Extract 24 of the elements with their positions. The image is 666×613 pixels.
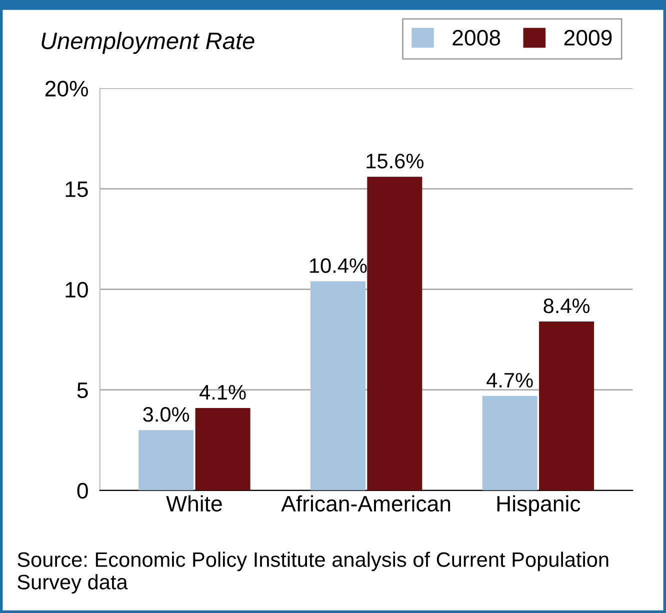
bar [195, 408, 250, 490]
bar [310, 281, 366, 490]
bar [138, 430, 194, 490]
chart-title: Unemployment Rate [42, 32, 254, 54]
x-tick-label: African-American [281, 495, 450, 512]
data-label: 4.7% [486, 372, 533, 388]
legend-label: 2008 [452, 30, 500, 46]
source-note: Source: Economic Policy Institute analysis of Current Population Survey data [18, 552, 608, 594]
x-tick-label: Hispanic [497, 495, 580, 516]
y-tick-label: 20% [45, 80, 88, 97]
bar [482, 396, 538, 490]
data-label: 15.6% [366, 154, 424, 168]
bar [539, 322, 594, 490]
data-label: 8.4% [544, 298, 590, 314]
legend-label: 2009 [564, 30, 612, 46]
data-label: 3.0% [143, 407, 190, 422]
data-label: 10.4% [310, 258, 367, 274]
x-tick-label: White [166, 495, 222, 512]
y-tick-label: 10 [66, 282, 88, 298]
y-tick-label: 15 [66, 182, 88, 198]
y-tick-label: 5 [77, 382, 88, 398]
data-label: 4.1% [200, 385, 246, 400]
y-tick-label: 0 [77, 482, 88, 499]
bar [367, 176, 422, 490]
